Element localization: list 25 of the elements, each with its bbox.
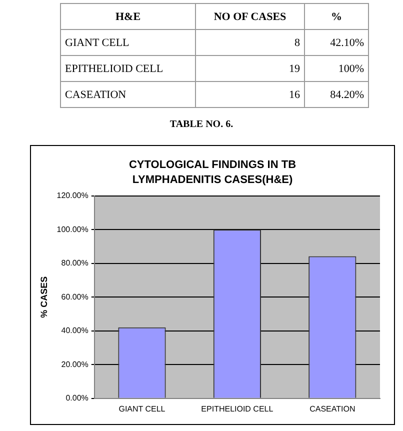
y-tick-label: 120.00% (56, 191, 88, 200)
y-tick-label: 0.00% (66, 394, 88, 403)
x-tick-label: GIANT CELL (118, 404, 166, 414)
text: % (304, 4, 368, 30)
y-tick-label: 80.00% (61, 258, 88, 268)
text: 84.20% (304, 82, 368, 108)
text: 8 (196, 30, 304, 56)
y-tick-label: 40.00% (61, 326, 88, 336)
text: 42.10% (304, 30, 368, 56)
text: NO OF CASES (196, 4, 304, 30)
y-tick-label: 60.00% (61, 292, 88, 302)
text: 16 (196, 82, 304, 108)
y-tick-label: 20.00% (61, 360, 88, 369)
chart-title: CYTOLOGICAL FINDINGS IN TB LYMPHADENITIS CASES(H&E) (128, 158, 298, 188)
x-tick-label: CASEATION (310, 404, 356, 414)
x-tick-label: EPITHELIOID CELL (201, 404, 274, 414)
text: H&E (60, 4, 196, 30)
text: TABLE NO. 6. (168, 119, 234, 130)
text: 100% (304, 56, 368, 82)
category-label: CASEATION (65, 88, 126, 100)
category-label: EPITHELIOID CELL (65, 62, 164, 74)
y-axis-title: % CASES (38, 276, 49, 318)
y-tick-label: 100.00% (56, 224, 88, 234)
category-label: GIANT CELL (65, 36, 130, 48)
text: 19 (196, 56, 304, 82)
